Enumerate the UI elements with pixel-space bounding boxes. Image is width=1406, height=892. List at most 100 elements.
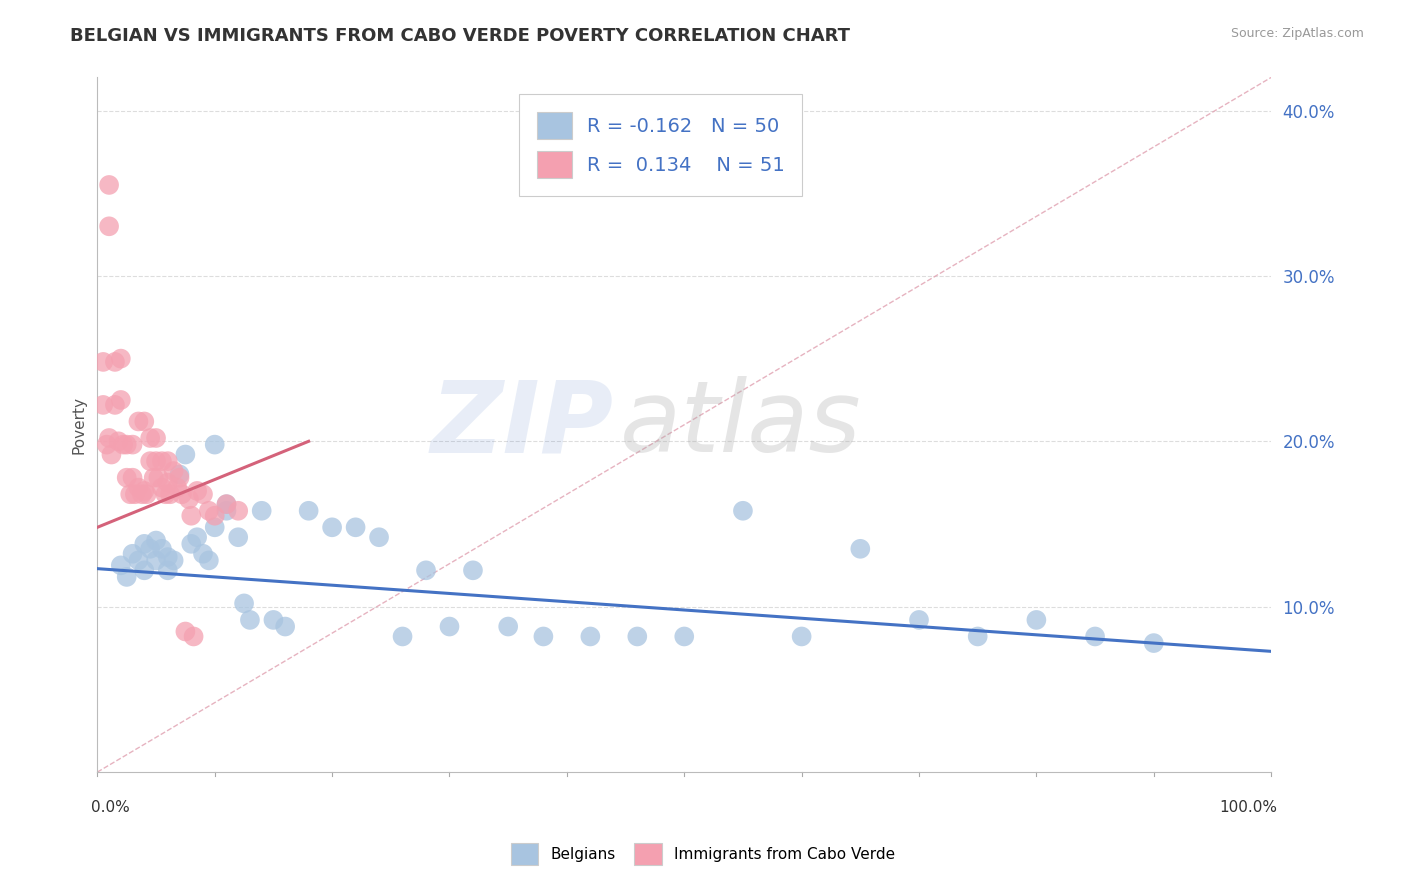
Point xyxy=(110,558,132,573)
Point xyxy=(215,497,238,511)
Point xyxy=(250,504,273,518)
Point xyxy=(177,492,200,507)
Point xyxy=(731,504,754,518)
Point xyxy=(163,553,186,567)
Point xyxy=(262,613,284,627)
Point xyxy=(145,454,167,468)
Point xyxy=(204,520,226,534)
Point xyxy=(107,434,129,449)
Point xyxy=(134,537,156,551)
Point xyxy=(98,431,121,445)
Point xyxy=(124,487,146,501)
Point xyxy=(142,471,165,485)
Point xyxy=(415,563,437,577)
Point xyxy=(127,553,149,567)
Point xyxy=(110,392,132,407)
Point xyxy=(344,520,367,534)
Y-axis label: Poverty: Poverty xyxy=(72,396,86,454)
Point xyxy=(166,481,188,495)
Point xyxy=(134,563,156,577)
Point xyxy=(239,613,262,627)
Point xyxy=(368,530,391,544)
Point xyxy=(155,487,177,501)
Point xyxy=(849,541,872,556)
Point xyxy=(174,624,197,639)
Text: 0.0%: 0.0% xyxy=(91,800,131,815)
Point xyxy=(461,563,484,577)
Point xyxy=(131,487,153,501)
Point xyxy=(98,219,121,234)
Point xyxy=(112,437,135,451)
Text: atlas: atlas xyxy=(620,376,862,474)
Point xyxy=(186,530,208,544)
Text: 100.0%: 100.0% xyxy=(1219,800,1277,815)
Point xyxy=(121,547,143,561)
Point xyxy=(156,454,179,468)
Point xyxy=(579,630,602,644)
Point xyxy=(790,630,813,644)
Point xyxy=(145,533,167,548)
Point xyxy=(156,475,179,490)
Point xyxy=(121,471,143,485)
Point xyxy=(150,481,173,495)
Text: BELGIAN VS IMMIGRANTS FROM CABO VERDE POVERTY CORRELATION CHART: BELGIAN VS IMMIGRANTS FROM CABO VERDE PO… xyxy=(70,27,851,45)
Point xyxy=(531,630,554,644)
Point xyxy=(159,487,181,501)
Point xyxy=(215,504,238,518)
Point xyxy=(145,431,167,445)
Point xyxy=(391,630,413,644)
Point xyxy=(198,504,221,518)
Point xyxy=(148,471,170,485)
Point xyxy=(98,178,121,192)
Point xyxy=(104,398,127,412)
Point xyxy=(169,471,191,485)
Point xyxy=(145,553,167,567)
Point xyxy=(110,351,132,366)
Point xyxy=(163,464,186,478)
Point xyxy=(439,619,461,633)
Point xyxy=(226,504,249,518)
Point xyxy=(127,414,149,428)
Point xyxy=(226,530,249,544)
Point xyxy=(127,481,149,495)
Point xyxy=(966,630,988,644)
Point xyxy=(1143,636,1166,650)
Point xyxy=(215,497,238,511)
Point xyxy=(1025,613,1047,627)
Point xyxy=(91,398,114,412)
Point xyxy=(115,570,138,584)
Point xyxy=(191,487,214,501)
Point xyxy=(156,563,179,577)
Point xyxy=(908,613,931,627)
Point xyxy=(139,541,162,556)
Point xyxy=(233,596,256,610)
Point xyxy=(274,619,297,633)
Point xyxy=(183,630,205,644)
Point xyxy=(170,487,193,501)
Point xyxy=(186,483,208,498)
Point xyxy=(150,454,173,468)
Point xyxy=(135,487,157,501)
Point xyxy=(321,520,343,534)
Point xyxy=(115,471,138,485)
Legend: Belgians, Immigrants from Cabo Verde: Belgians, Immigrants from Cabo Verde xyxy=(505,837,901,871)
Point xyxy=(180,537,202,551)
Text: ZIP: ZIP xyxy=(430,376,614,474)
Point xyxy=(120,487,142,501)
Point xyxy=(626,630,648,644)
Text: Source: ZipAtlas.com: Source: ZipAtlas.com xyxy=(1230,27,1364,40)
Point xyxy=(204,437,226,451)
Point xyxy=(134,483,156,498)
Point xyxy=(104,355,127,369)
Point xyxy=(298,504,321,518)
Point xyxy=(139,454,162,468)
Point xyxy=(134,414,156,428)
Point xyxy=(169,467,191,482)
Point xyxy=(496,619,519,633)
Point xyxy=(156,550,179,565)
Point xyxy=(180,508,202,523)
Point xyxy=(150,541,173,556)
Point xyxy=(121,437,143,451)
Point xyxy=(100,448,122,462)
Point xyxy=(96,437,118,451)
